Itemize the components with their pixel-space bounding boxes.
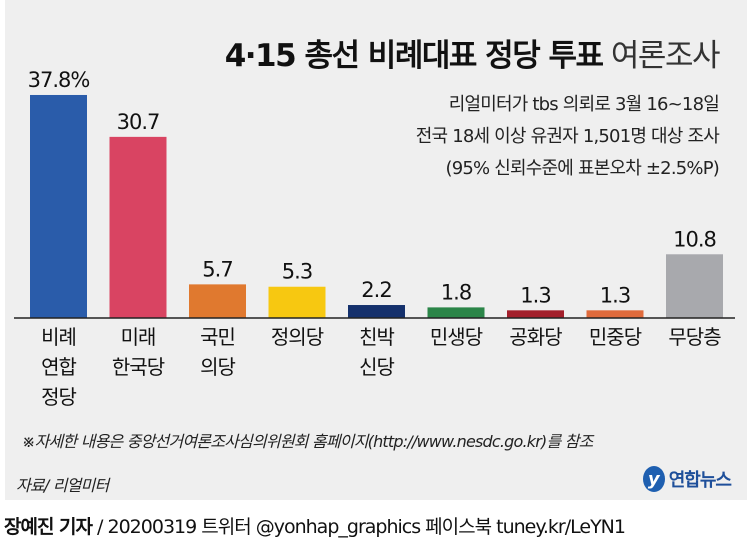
bar — [427, 307, 485, 318]
category-label: 한국당 — [112, 355, 165, 379]
title-light: 여론조사 — [610, 38, 721, 74]
value-label: 10.8 — [673, 227, 716, 251]
value-label: 37.8% — [28, 68, 90, 92]
bar — [348, 305, 405, 318]
bar — [109, 136, 167, 318]
value-label: 5.3 — [282, 260, 312, 284]
category-label: 공화당 — [509, 325, 562, 349]
category-label: 무당층 — [668, 325, 721, 349]
category-label: 신당 — [359, 355, 394, 379]
value-label: 1.3 — [520, 283, 550, 307]
category-label: 의당 — [200, 355, 235, 379]
subtitle-line: 리얼미터가 tbs 의뢰로 3월 16~18일 — [448, 94, 720, 115]
category-label: 미래 — [121, 325, 156, 349]
yonhap-logo: y 연합뉴스 — [642, 466, 732, 492]
category-label: 비례 — [41, 325, 76, 349]
title-bold: 4·15 총선 비례대표 정당 투표 — [224, 38, 604, 74]
reporter-name: 장예진 기자 — [4, 516, 93, 538]
bar — [507, 310, 564, 318]
value-label: 2.2 — [361, 278, 391, 302]
bar — [586, 310, 644, 318]
category-label: 정당 — [41, 385, 76, 409]
category-label: 연합 — [41, 355, 76, 379]
chart-title: 4·15 총선 비례대표 정당 투표 여론조사 — [224, 30, 721, 75]
category-label: 친박 — [359, 325, 394, 349]
value-label: 5.7 — [202, 257, 232, 281]
category-label: 정의당 — [271, 325, 324, 349]
value-label: 1.3 — [600, 283, 630, 307]
bar — [666, 254, 723, 318]
bar — [30, 94, 87, 318]
value-label: 1.8 — [441, 280, 471, 304]
category-label: 민생당 — [430, 325, 483, 349]
bar — [189, 284, 246, 318]
credit-line: 장예진 기자 / 20200319 트위터 @yonhap_graphics 페… — [4, 512, 626, 539]
category-label: 국민 — [200, 325, 235, 349]
subtitle-line: 전국 18세 이상 유권자 1,501명 대상 조사 — [415, 126, 720, 147]
footnote: ※자세한 내용은 중앙선거여론조사심의위원회 홈페이지(http://www.n… — [22, 432, 593, 451]
source-label: 자료/ 리얼미터 — [16, 476, 109, 495]
value-label: 30.7 — [117, 110, 160, 134]
logo-text: 연합뉴스 — [668, 470, 732, 491]
credit-text: / 20200319 트위터 @yonhap_graphics 페이스북 tun… — [92, 516, 626, 538]
logo-icon: y — [642, 466, 665, 492]
category-label: 민중당 — [589, 325, 642, 349]
subtitle-line: (95% 신뢰수준에 표본오차 ±2.5%P) — [445, 158, 719, 179]
bar — [268, 286, 326, 318]
